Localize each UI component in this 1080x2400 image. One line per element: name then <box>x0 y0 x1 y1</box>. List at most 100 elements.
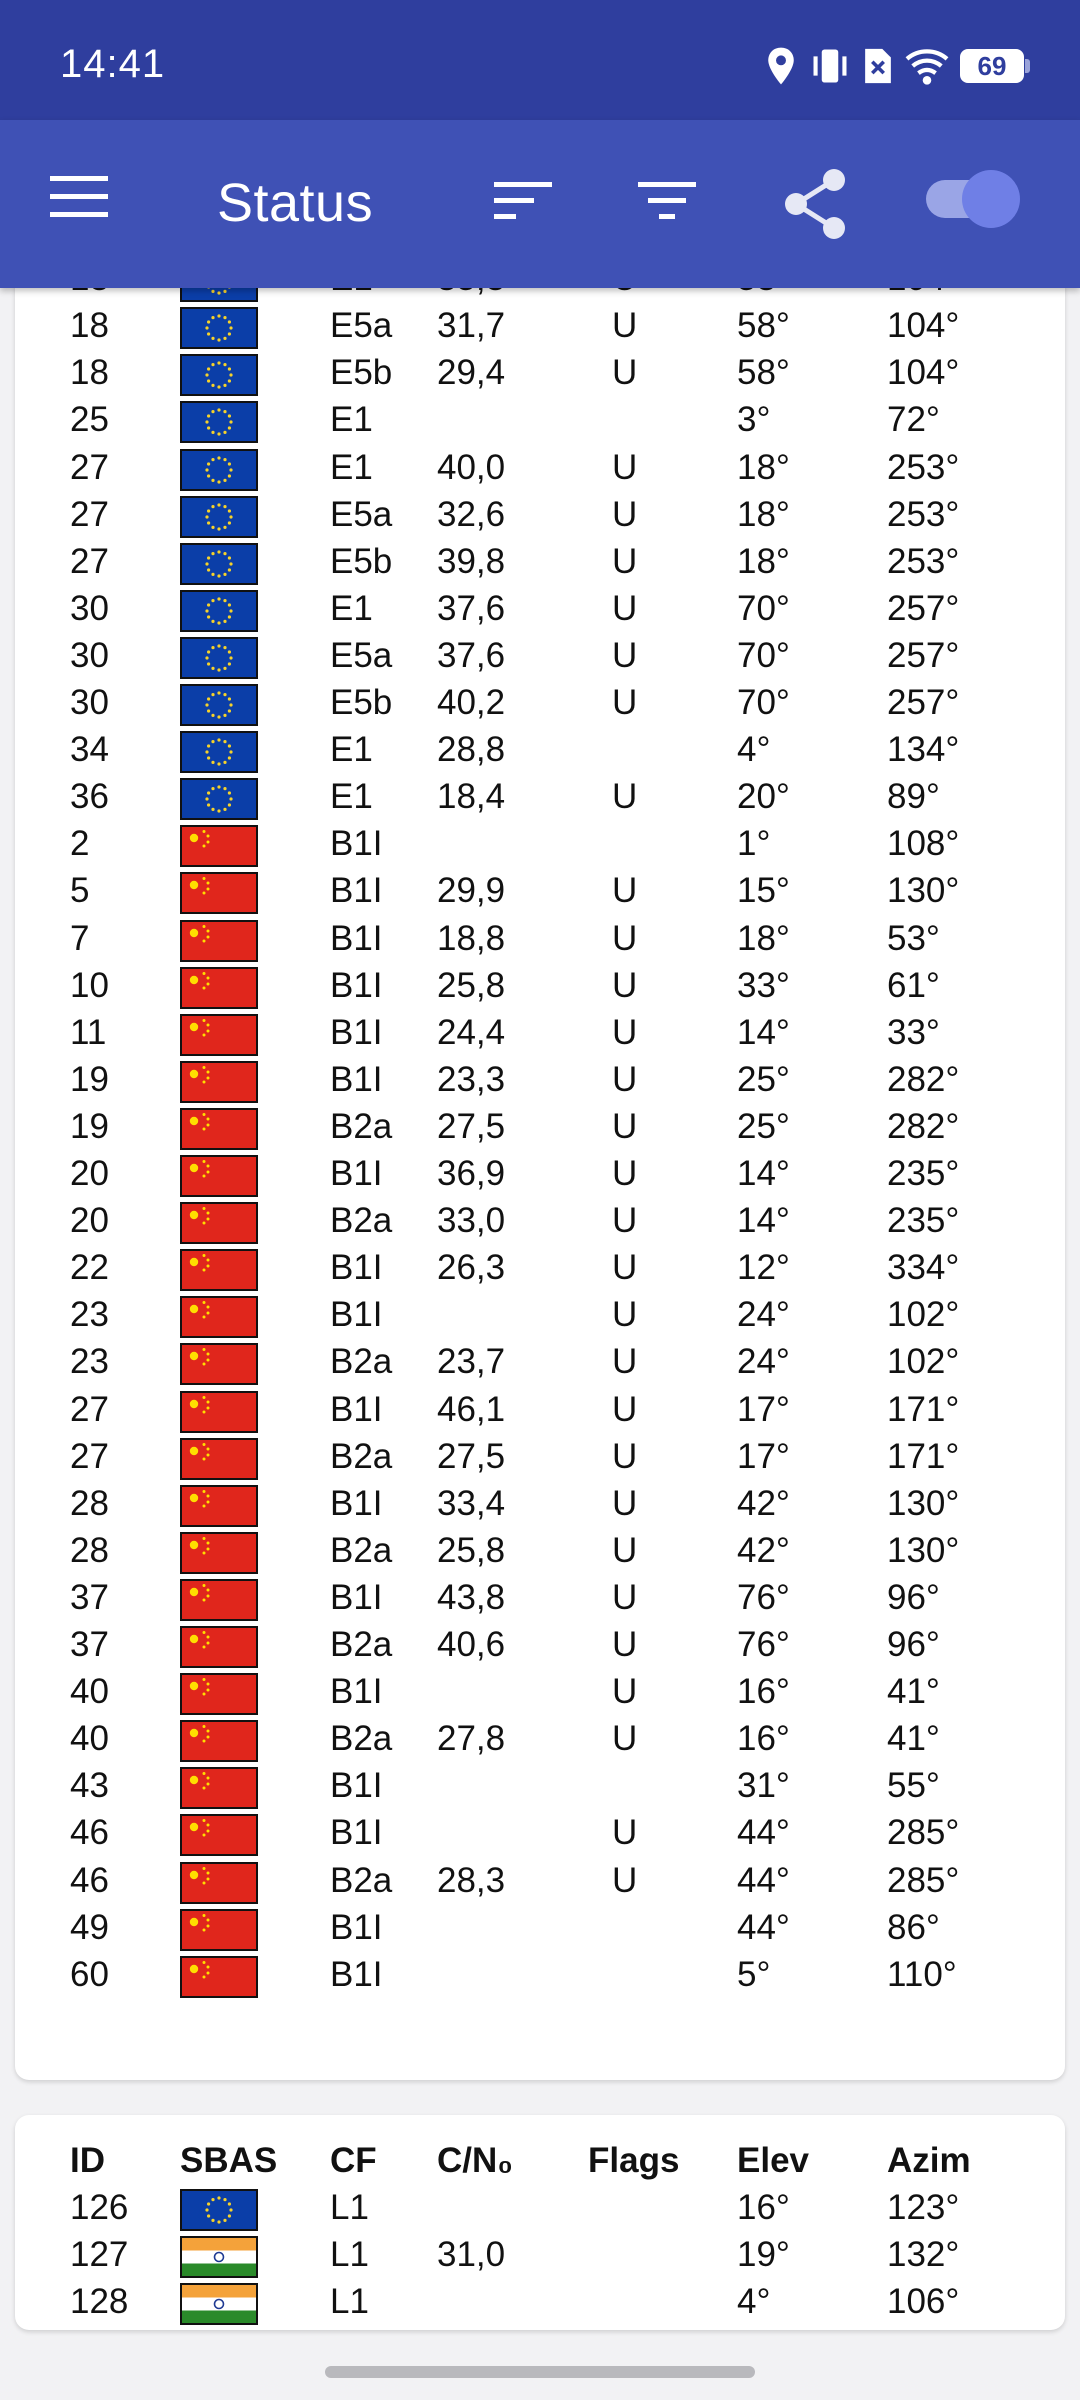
carrier-frequency: E1 <box>330 588 373 628</box>
satellite-id: 19 <box>70 1106 109 1146</box>
carrier-frequency: L1 <box>330 2188 369 2227</box>
share-icon[interactable] <box>780 168 850 240</box>
azimuth-value: 282° <box>887 1106 960 1146</box>
table-row: 18 E5b 29,4 U 58° 104° <box>15 349 1065 397</box>
elevation-value: 76° <box>737 1625 790 1664</box>
toggle-thumb[interactable] <box>962 170 1020 228</box>
carrier-frequency: E5a <box>330 494 393 534</box>
elevation-value: 18° <box>737 918 790 958</box>
cn0-value: 18,4 <box>437 777 506 817</box>
carrier-frequency: L1 <box>330 2282 369 2321</box>
table-row: 30 E1 37,6 U 70° 257° <box>15 585 1065 632</box>
carrier-frequency: B1I <box>330 1154 383 1193</box>
azimuth-value: 123° <box>887 2188 960 2227</box>
table-row: 60 B1I 5° 110° <box>15 1951 1065 1998</box>
azimuth-value: 53° <box>887 918 940 958</box>
elevation-value: 44° <box>737 1813 790 1853</box>
elevation-value: 70° <box>737 588 790 628</box>
cn0-value: 27,8 <box>437 1719 506 1759</box>
china-flag-icon <box>180 1343 258 1386</box>
china-flag-icon <box>180 1060 258 1103</box>
table-row: 126 L1 16° 123° <box>15 2184 1065 2231</box>
flags-value: U <box>612 1201 638 1241</box>
table-row: 20 B1I 36,9 U 14° 235° <box>15 1150 1065 1197</box>
china-flag-icon <box>180 1626 258 1668</box>
satellite-id: 20 <box>70 1201 109 1241</box>
azimuth-value: 55° <box>887 1766 940 1806</box>
flags-value: U <box>612 1625 638 1664</box>
flags-value: U <box>612 871 638 911</box>
table-row: 27 E5b 39,8 U 18° 253° <box>15 538 1065 585</box>
eu-flag-icon <box>180 542 258 585</box>
flags-value: U <box>612 588 638 628</box>
table-row: 30 E5b 40,2 U 70° 257° <box>15 679 1065 726</box>
cn0-value: 23,3 <box>437 1059 506 1099</box>
elevation-value: 19° <box>737 2235 790 2274</box>
table-row: 23 B1I U 24° 102° <box>15 1291 1065 1339</box>
location-icon <box>768 47 794 85</box>
table-row: 46 B2a 28,3 U 44° 285° <box>15 1857 1065 1904</box>
eu-flag-icon <box>180 401 258 444</box>
china-flag-icon <box>180 1814 258 1857</box>
elevation-value: 42° <box>737 1483 790 1523</box>
table-row: 5 B1I 29,9 U 15° 130° <box>15 867 1065 915</box>
eu-flag-icon <box>180 2189 258 2231</box>
table-row: 20 B2a 33,0 U 14° 235° <box>15 1197 1065 1245</box>
azimuth-value: 253° <box>887 447 960 487</box>
elevation-value: 70° <box>737 683 790 722</box>
cn0-value: 37,6 <box>437 588 506 628</box>
azimuth-value: 334° <box>887 1248 960 1288</box>
cn0-value: 18,8 <box>437 918 506 958</box>
carrier-frequency: B1I <box>330 1295 383 1335</box>
cn0-value: 32,6 <box>437 494 506 534</box>
elevation-value: 18° <box>737 447 790 487</box>
wifi-icon <box>905 49 949 85</box>
flags-value: U <box>612 541 638 581</box>
table-row: 2 B1I 1° 108° <box>15 820 1065 868</box>
azimuth-value: 282° <box>887 1059 960 1099</box>
menu-icon[interactable] <box>50 176 108 218</box>
flags-value: U <box>612 918 638 958</box>
carrier-frequency: B1I <box>330 1766 383 1806</box>
cn0-value: 40,6 <box>437 1625 506 1664</box>
carrier-frequency: B1I <box>330 871 383 911</box>
header-elev: Elev <box>737 2141 809 2180</box>
sort-icon[interactable] <box>494 182 554 220</box>
elevation-value: 5° <box>737 1954 771 1994</box>
table-row: 43 B1I 31° 55° <box>15 1762 1065 1810</box>
azimuth-value: 253° <box>887 541 960 581</box>
china-flag-icon <box>180 1861 258 1904</box>
cn0-value: 40,2 <box>437 683 506 722</box>
table-row: 10 B1I 25,8 U 33° 61° <box>15 962 1065 1009</box>
flags-value: U <box>612 306 638 346</box>
azimuth-value: 257° <box>887 588 960 628</box>
elevation-value: 16° <box>737 1672 790 1712</box>
satellite-id: 37 <box>70 1577 109 1617</box>
satellite-id: 49 <box>70 1907 109 1947</box>
carrier-frequency: B1I <box>330 965 383 1005</box>
china-flag-icon <box>180 872 258 915</box>
carrier-frequency: E1 <box>330 447 373 487</box>
filter-icon[interactable] <box>638 182 696 220</box>
carrier-frequency: E5b <box>330 683 393 722</box>
china-flag-icon <box>180 1202 258 1245</box>
satellite-id: 30 <box>70 683 109 722</box>
china-flag-icon <box>180 1531 258 1574</box>
china-flag-icon <box>180 1013 258 1056</box>
elevation-value: 18° <box>737 541 790 581</box>
azimuth-value: 132° <box>887 2235 960 2274</box>
carrier-frequency: B1I <box>330 1672 383 1712</box>
satellite-id: 30 <box>70 588 109 628</box>
azimuth-value: 235° <box>887 1154 960 1193</box>
carrier-frequency: B1I <box>330 1483 383 1523</box>
gesture-nav-bar[interactable] <box>325 2366 755 2378</box>
china-flag-icon <box>180 1296 258 1339</box>
satellite-id: 7 <box>70 918 90 958</box>
carrier-frequency: E5a <box>330 306 393 346</box>
azimuth-value: 285° <box>887 1860 960 1900</box>
elevation-value: 31° <box>737 1766 790 1806</box>
cn0-value: 26,3 <box>437 1248 506 1288</box>
carrier-frequency: E5b <box>330 541 393 581</box>
table-row: 7 B1I 18,8 U 18° 53° <box>15 915 1065 962</box>
elevation-value: 70° <box>737 635 790 675</box>
